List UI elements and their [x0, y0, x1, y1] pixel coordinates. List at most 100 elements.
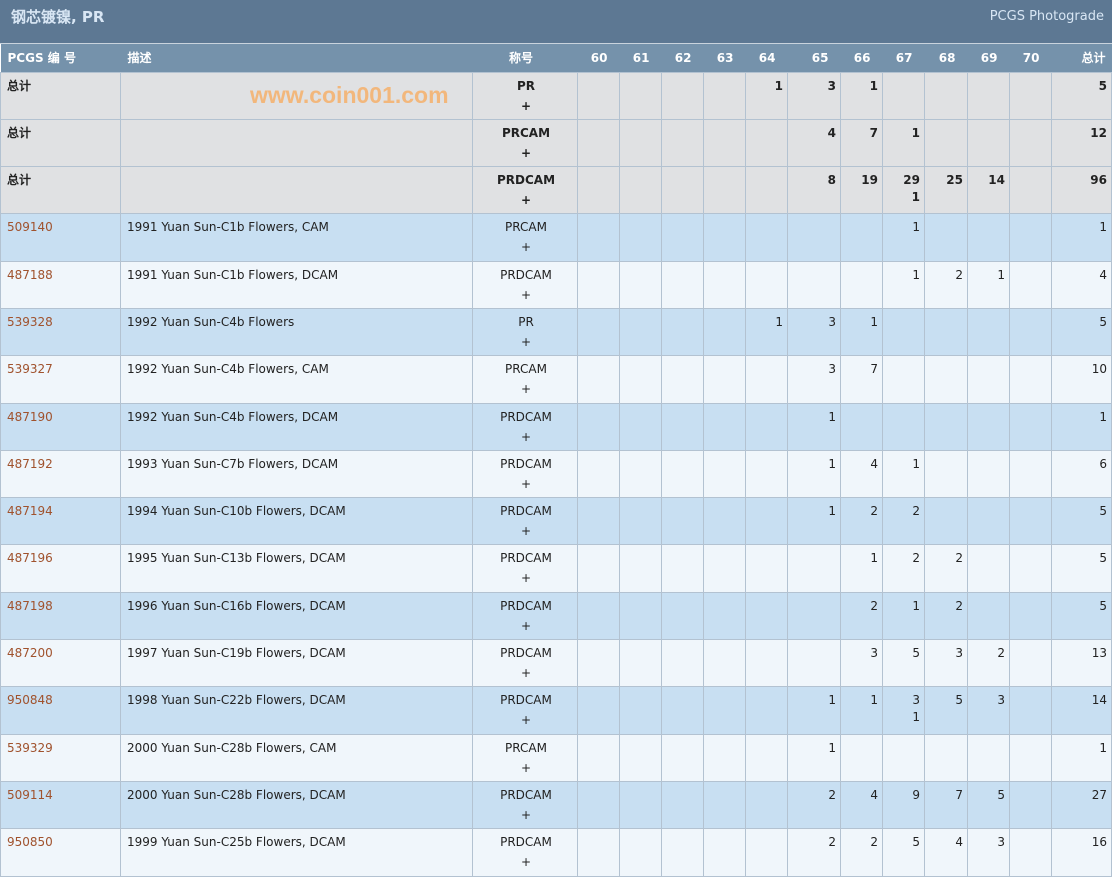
grade-count — [882, 733, 925, 782]
grade-count[interactable]: 2 — [967, 639, 1010, 688]
grade-count[interactable]: 3 — [967, 828, 1010, 877]
grade-count[interactable]: 9 — [882, 780, 925, 830]
pcgs-id-link[interactable]: 539328 — [0, 307, 121, 357]
pcgs-id-link[interactable]: 539327 — [0, 355, 121, 404]
grade-count — [745, 449, 788, 499]
grade-count[interactable]: 5 — [967, 780, 1010, 830]
designation-cell[interactable]: PRDCAM + — [472, 639, 578, 688]
designation-cell[interactable]: PRCAM + — [472, 733, 578, 782]
grade-count[interactable]: 3 — [787, 307, 841, 357]
designation-cell[interactable]: PRCAM + — [472, 355, 578, 404]
pcgs-id-link[interactable]: 487196 — [0, 544, 121, 593]
grade-count — [745, 497, 788, 546]
pcgs-id-link[interactable]: 950850 — [0, 828, 121, 877]
pcgs-id-link[interactable]: 487190 — [0, 402, 121, 451]
table-row: 487192 1993 Yuan Sun-C7b Flowers, DCAM PRD… — [0, 449, 1112, 499]
grade-count — [577, 213, 620, 262]
pcgs-id-link[interactable]: 487188 — [0, 260, 121, 309]
grade-count[interactable]: 2 — [840, 591, 883, 641]
grade-count — [703, 260, 746, 309]
grade-count[interactable]: 2 — [787, 828, 841, 877]
col-header-desc: 描述 — [120, 44, 473, 72]
grade-count — [703, 544, 746, 593]
designation-cell[interactable]: PRCAM + — [472, 213, 578, 262]
pcgs-id-link[interactable]: 487194 — [0, 497, 121, 546]
grade-count[interactable]: 1 — [882, 591, 925, 641]
grade-count[interactable]: 4 — [840, 780, 883, 830]
grade-count[interactable]: 2 — [787, 780, 841, 830]
designation-cell[interactable]: PRDCAM + — [472, 402, 578, 451]
grade-count[interactable]: 1 — [882, 213, 925, 262]
grade-count[interactable]: 1 — [787, 402, 841, 451]
grade-count[interactable]: 2 — [924, 260, 968, 309]
grade-count — [745, 733, 788, 782]
grade-count[interactable]: 2 — [840, 828, 883, 877]
designation-cell[interactable]: PRDCAM + — [472, 449, 578, 499]
grade-count[interactable]: 7 — [924, 780, 968, 830]
grade-count[interactable]: 2 — [882, 497, 925, 546]
grade-count — [703, 733, 746, 782]
grade-count[interactable]: 1 — [787, 497, 841, 546]
grade-count[interactable]: 7 — [840, 355, 883, 404]
designation-cell[interactable]: PRDCAM + — [472, 497, 578, 546]
grade-count[interactable]: 1 — [882, 449, 925, 499]
pcgs-id-link[interactable]: 487198 — [0, 591, 121, 641]
description: 1995 Yuan Sun-C13b Flowers, DCAM — [120, 544, 473, 593]
designation-cell[interactable]: PRDCAM + — [472, 828, 578, 877]
grade-count[interactable]: 1 — [840, 307, 883, 357]
grade-count — [577, 733, 620, 782]
grade-count[interactable]: 2 — [882, 544, 925, 593]
designation-cell[interactable]: PRDCAM + — [472, 686, 578, 735]
designation-cell[interactable]: PRDCAM + — [472, 166, 578, 215]
designation-cell[interactable]: PRCAM + — [472, 118, 578, 168]
photograde-link[interactable]: PCGS Photograde — [989, 9, 1104, 24]
col-header-grade: 67 — [882, 44, 925, 72]
grade-count[interactable]: 4 — [924, 828, 968, 877]
grade-count — [619, 118, 662, 168]
grade-count[interactable]: 1 — [787, 449, 841, 499]
grade-count[interactable]: 1 — [967, 260, 1010, 309]
grade-count[interactable]: 5 — [882, 639, 925, 688]
pcgs-id-link[interactable]: 487200 — [0, 639, 121, 688]
grade-count — [703, 213, 746, 262]
grade-count — [577, 686, 620, 735]
total-count: 27 — [1051, 780, 1112, 830]
grade-count — [1009, 71, 1052, 120]
grade-count[interactable]: 1 — [745, 307, 788, 357]
grade-count[interactable]: 1 — [787, 733, 841, 782]
grade-count[interactable]: 5 — [882, 828, 925, 877]
pcgs-id-link[interactable]: 509114 — [0, 780, 121, 830]
grade-count[interactable]: 3 — [840, 639, 883, 688]
grade-count[interactable]: 3 — [924, 639, 968, 688]
pcgs-id-link[interactable]: 950848 — [0, 686, 121, 735]
grade-count[interactable]: 1 — [787, 686, 841, 735]
grade-count[interactable]: 2 — [924, 544, 968, 593]
designation-cell[interactable]: PRDCAM + — [472, 591, 578, 641]
grade-count[interactable]: 5 — [924, 686, 968, 735]
grade-count: 4 — [787, 118, 841, 168]
grade-count — [882, 402, 925, 451]
grade-count — [661, 449, 704, 499]
designation-cell[interactable]: PRDCAM + — [472, 780, 578, 830]
designation-cell[interactable]: PRDCAM + — [472, 260, 578, 309]
grade-count[interactable]: 3 — [787, 355, 841, 404]
grade-count — [882, 307, 925, 357]
grade-count[interactable]: 3 — [967, 686, 1010, 735]
grade-count[interactable]: 1 — [840, 686, 883, 735]
grade-count: 3 — [787, 71, 841, 120]
pcgs-id-link[interactable]: 509140 — [0, 213, 121, 262]
grade-count — [619, 355, 662, 404]
grade-count[interactable]: 1 — [882, 260, 925, 309]
designation-cell[interactable]: PR + — [472, 307, 578, 357]
grade-count[interactable]: 2 — [840, 497, 883, 546]
designation-cell[interactable]: PR + — [472, 71, 578, 120]
grade-count[interactable]: 3 1 — [882, 686, 925, 735]
grade-count — [1009, 307, 1052, 357]
grade-count[interactable]: 1 — [840, 544, 883, 593]
pcgs-id-link[interactable]: 487192 — [0, 449, 121, 499]
grade-count[interactable]: 4 — [840, 449, 883, 499]
grade-count[interactable]: 2 — [924, 591, 968, 641]
pcgs-id-link[interactable]: 539329 — [0, 733, 121, 782]
designation-cell[interactable]: PRDCAM + — [472, 544, 578, 593]
grade-count — [1009, 355, 1052, 404]
